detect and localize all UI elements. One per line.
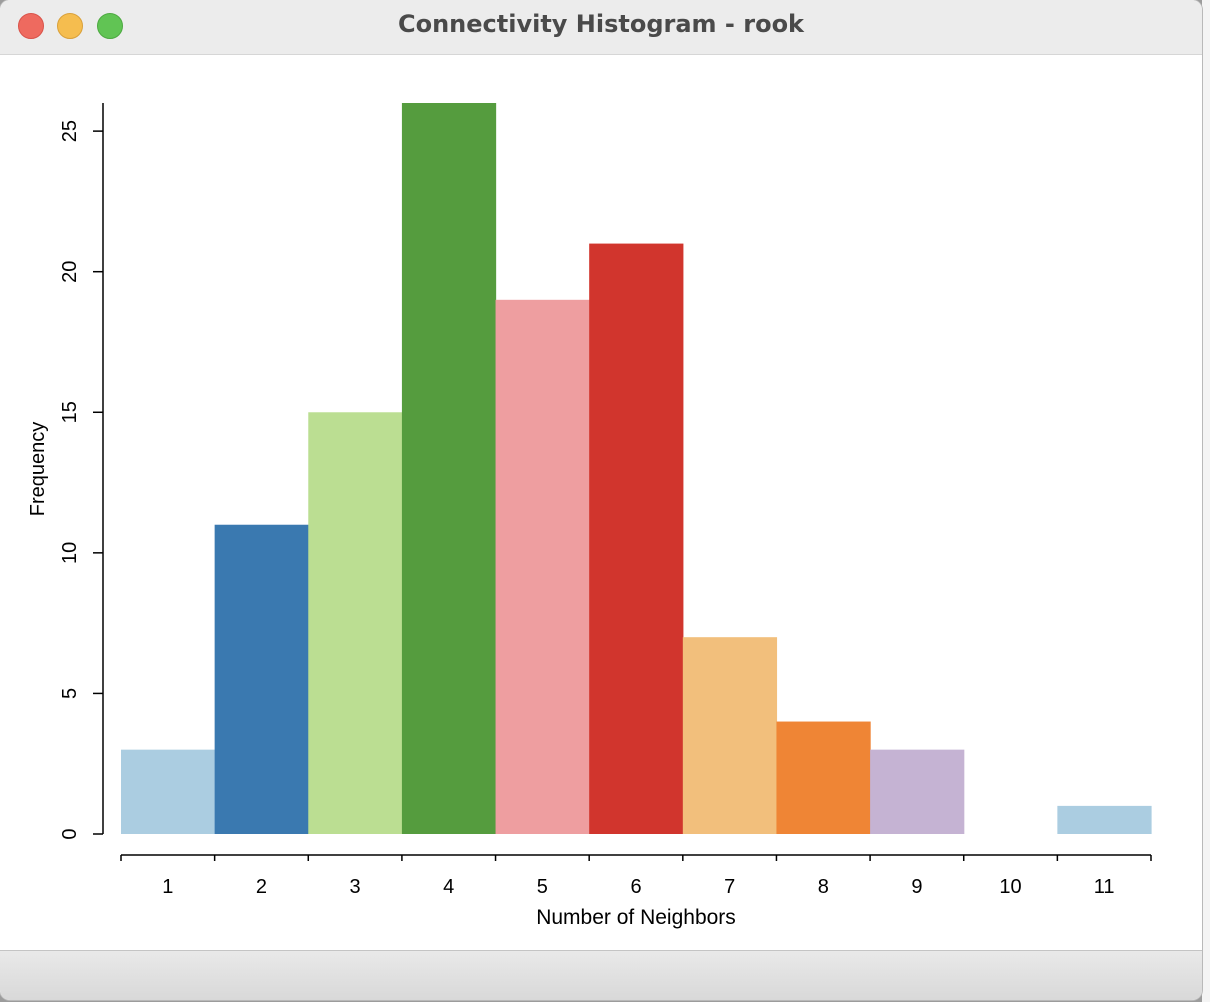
x-tick-label: 10 xyxy=(999,876,1021,898)
bar-2[interactable] xyxy=(214,524,309,834)
y-tick-label: 0 xyxy=(59,828,81,839)
x-tick-label: 9 xyxy=(911,876,922,898)
y-axis: 0 5 10 15 20 25 xyxy=(59,103,104,840)
y-tick-label: 10 xyxy=(59,542,81,564)
y-tick-label: 20 xyxy=(59,261,81,283)
bar-11[interactable] xyxy=(1057,805,1152,834)
y-axis-label: Frequency xyxy=(27,422,49,517)
histogram-chart: 0 5 10 15 20 25 1 2 3 4 5 6 7 8 9 10 11 Frequency Numbe… xyxy=(27,103,1152,929)
x-tick-label: 6 xyxy=(630,876,641,898)
bar-9[interactable] xyxy=(870,749,965,834)
x-tick-label: 11 xyxy=(1094,876,1115,898)
y-tick-label: 5 xyxy=(59,688,81,699)
x-tick-label: 1 xyxy=(162,876,173,898)
x-axis: 1 2 3 4 5 6 7 8 9 10 11 xyxy=(120,854,1152,898)
bar-8[interactable] xyxy=(776,721,871,834)
bar-6[interactable] xyxy=(589,243,684,834)
x-tick-label: 2 xyxy=(256,876,267,898)
bar-7[interactable] xyxy=(682,637,778,834)
title-bar[interactable]: Connectivity Histogram - rook xyxy=(0,0,1202,55)
bar-4[interactable] xyxy=(401,103,497,834)
bar-5[interactable] xyxy=(495,299,590,834)
background-window-edge xyxy=(1202,0,1210,1002)
x-tick-label: 8 xyxy=(818,876,829,898)
x-tick-label: 3 xyxy=(350,876,361,898)
zoom-button[interactable] xyxy=(97,13,123,39)
bar-1[interactable] xyxy=(121,749,216,834)
bars-layer xyxy=(121,103,1152,834)
x-axis-label: Number of Neighbors xyxy=(536,906,736,929)
status-bar xyxy=(0,950,1202,1000)
x-tick-label: 7 xyxy=(724,876,735,898)
minimize-button[interactable] xyxy=(57,13,83,39)
y-tick-label: 15 xyxy=(59,401,81,423)
x-tick-label: 5 xyxy=(537,876,548,898)
plot-area: 0 5 10 15 20 25 1 2 3 4 5 6 7 8 9 10 11 Frequency Numbe… xyxy=(0,55,1202,950)
x-tick-label: 4 xyxy=(443,876,454,898)
close-button[interactable] xyxy=(18,13,44,39)
window-title: Connectivity Histogram - rook xyxy=(397,10,805,38)
y-tick-label: 25 xyxy=(59,120,81,142)
bar-3[interactable] xyxy=(308,412,403,834)
